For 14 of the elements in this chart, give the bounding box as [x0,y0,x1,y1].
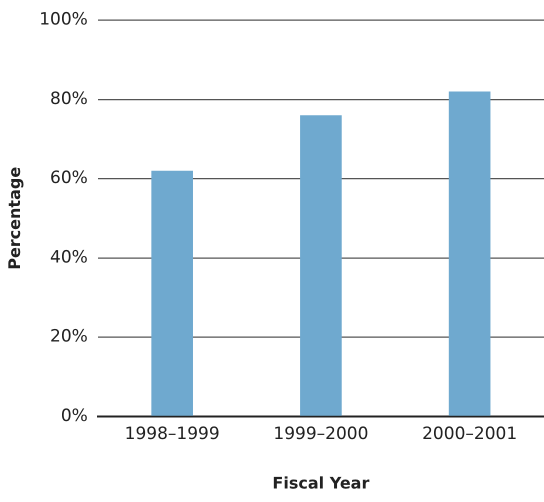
x-axis-title: Fiscal Year [272,474,370,493]
y-tick-label: 40% [50,247,88,268]
x-tick-label: 1998–1999 [124,424,220,444]
y-tick-label: 0% [60,406,88,426]
bar [300,115,342,416]
bar [448,92,490,416]
y-tick-label: 100% [39,10,88,30]
x-tick-label: 1999–2000 [273,424,368,444]
bar [151,170,193,416]
y-tick-label: 80% [50,88,88,109]
y-tick-label: 20% [50,326,88,347]
y-axis-title: Percentage [4,166,24,270]
y-tick-label: 60% [50,168,88,188]
x-tick-label: 2000–2001 [422,424,518,444]
